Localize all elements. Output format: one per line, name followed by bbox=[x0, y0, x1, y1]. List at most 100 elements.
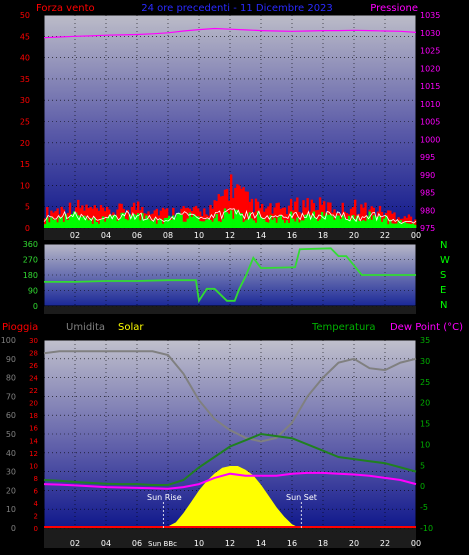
humidity-tick-label: 40 bbox=[6, 449, 16, 458]
wind-bar bbox=[225, 188, 229, 228]
mid-tick-label: 0 bbox=[33, 302, 38, 311]
wind-bar bbox=[252, 212, 256, 228]
temp-tick-label: 35 bbox=[420, 336, 430, 345]
gust-bar bbox=[372, 215, 375, 228]
wind-bar bbox=[240, 188, 243, 228]
gust-bar bbox=[70, 214, 74, 228]
top-x-axis-band bbox=[44, 228, 416, 240]
gust-bar bbox=[128, 214, 132, 228]
gust-bar bbox=[254, 222, 258, 228]
rain-tick-label: 18 bbox=[29, 412, 38, 420]
humidity-tick-label: 90 bbox=[6, 355, 16, 364]
gust-bar bbox=[358, 221, 361, 228]
compass-w: W bbox=[440, 255, 450, 266]
wind-bar bbox=[161, 207, 165, 228]
rain-tick-label: 0 bbox=[34, 525, 38, 533]
gust-bar bbox=[213, 218, 216, 228]
gust-bar bbox=[376, 216, 380, 228]
gust-bar bbox=[285, 220, 289, 228]
top-x-tick-label: 08 bbox=[163, 231, 173, 240]
gust-bar bbox=[362, 220, 365, 228]
gust-bar bbox=[329, 214, 332, 228]
gust-bar bbox=[157, 219, 161, 228]
wind-bar bbox=[93, 205, 96, 228]
gust-bar bbox=[401, 223, 404, 228]
top-x-tick-label: 22 bbox=[380, 231, 390, 240]
gust-bar bbox=[132, 213, 136, 228]
gust-bar bbox=[114, 214, 117, 228]
wind-bar bbox=[246, 191, 249, 228]
gust-bar bbox=[205, 219, 208, 228]
humidity-tick-label: 70 bbox=[6, 392, 16, 401]
wind-bar bbox=[44, 218, 47, 228]
gust-bar bbox=[267, 222, 270, 228]
gust-bar bbox=[168, 215, 171, 228]
gust-bar bbox=[165, 217, 169, 228]
wind-bar bbox=[358, 213, 361, 228]
top-left-tick-label: 40 bbox=[20, 54, 30, 63]
wind-bar bbox=[254, 198, 258, 228]
temp-tick-label: 25 bbox=[420, 378, 430, 387]
wind-bar bbox=[99, 205, 103, 228]
gust-bar bbox=[170, 219, 173, 228]
wind-pressure-series bbox=[43, 27, 417, 228]
rain-tick-label: 22 bbox=[29, 387, 38, 395]
gust-bar bbox=[269, 215, 272, 228]
wind-bar bbox=[380, 211, 384, 228]
compass-e: E bbox=[440, 285, 446, 296]
gust-bar bbox=[287, 222, 291, 228]
top-right-tick-label: 1035 bbox=[420, 11, 440, 20]
gust-bar bbox=[343, 217, 347, 228]
gust-bar bbox=[48, 222, 51, 228]
gust-bar bbox=[403, 221, 406, 228]
mid-x-axis-band bbox=[44, 306, 416, 314]
gust-bar bbox=[409, 224, 413, 228]
gust-bar bbox=[248, 212, 251, 228]
gust-bar bbox=[281, 219, 285, 228]
gust-bar bbox=[347, 215, 351, 228]
top-right-tick-label: 1000 bbox=[420, 135, 440, 144]
gust-bar bbox=[77, 215, 80, 228]
temp-tick-label: 20 bbox=[420, 399, 430, 408]
gust-bar bbox=[120, 212, 123, 228]
compass-n-bottom: N bbox=[440, 300, 447, 311]
rain-tick-label: 12 bbox=[29, 450, 38, 458]
temp-tick-label: -10 bbox=[420, 524, 433, 533]
wind-bar bbox=[409, 216, 413, 228]
gust-bar bbox=[300, 220, 303, 228]
gust-bar bbox=[349, 219, 353, 228]
gust-bar bbox=[221, 218, 225, 228]
gust-bar bbox=[296, 217, 299, 228]
gust-bar bbox=[333, 219, 336, 228]
gust-bar bbox=[153, 218, 156, 228]
wind-bar bbox=[217, 194, 220, 228]
gust-bar bbox=[161, 223, 165, 228]
gust-bar bbox=[277, 217, 280, 228]
gust-bar bbox=[143, 219, 146, 228]
wind-bar bbox=[56, 208, 59, 228]
top-right-tick-label: 985 bbox=[420, 189, 435, 198]
wind-axis-title: Forza vento bbox=[36, 3, 95, 14]
gust-bar bbox=[151, 221, 154, 228]
bottom-x-axis-band bbox=[44, 528, 416, 548]
gust-bar bbox=[137, 213, 140, 228]
gust-bar bbox=[194, 215, 198, 228]
gust-bar bbox=[370, 219, 373, 228]
rain-tick-label: 26 bbox=[29, 362, 38, 370]
gust-bar bbox=[68, 216, 72, 228]
gust-bar bbox=[345, 219, 349, 228]
gust-bar bbox=[211, 221, 214, 228]
wind-direction-line bbox=[44, 247, 416, 304]
rain-tick-label: 2 bbox=[34, 512, 38, 520]
rain-tick-label: 14 bbox=[29, 437, 38, 445]
gust-bar bbox=[147, 218, 150, 228]
gust-bar bbox=[182, 221, 185, 228]
sunset-label: Sun Set bbox=[286, 493, 317, 502]
gust-bar bbox=[103, 221, 107, 228]
gust-bar bbox=[196, 216, 200, 228]
gust-bar bbox=[139, 220, 142, 228]
gust-bar bbox=[279, 215, 282, 228]
gust-bar bbox=[364, 221, 367, 228]
gust-bar bbox=[126, 220, 130, 228]
